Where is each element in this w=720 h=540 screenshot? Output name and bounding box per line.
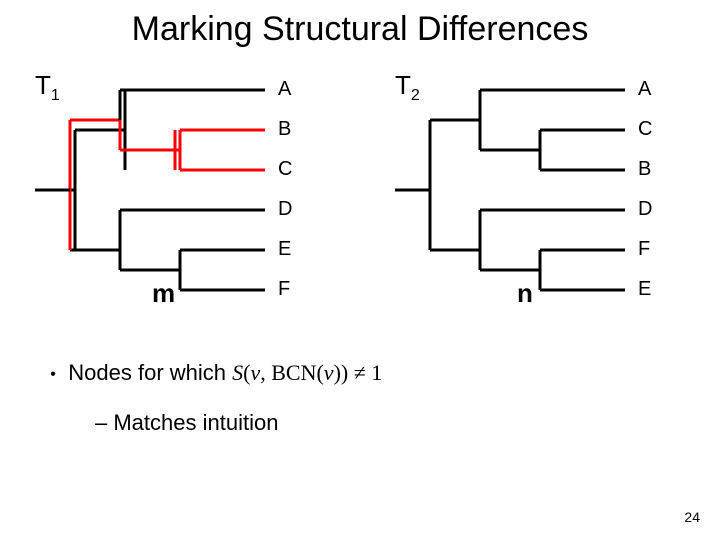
t1-leaf-F: F [278, 278, 290, 301]
t1-leaf-B: B [278, 118, 291, 141]
slide-title: Marking Structural Differences [0, 0, 720, 49]
t1-leaf-A: A [278, 78, 291, 101]
t2-leaf-0: A [638, 78, 651, 101]
t1-leaf-E: E [278, 238, 291, 261]
t1-leaf-D: D [278, 198, 292, 221]
tree2-svg [395, 75, 675, 335]
page-number: 24 [684, 509, 700, 525]
t2-leaf-4: F [638, 238, 650, 261]
t1-leaf-C: C [278, 158, 292, 181]
bullet-nodes-for-which: ● Nodes for which S(v, BCN(v)) ≠ 1 [50, 360, 382, 386]
t1-node-m: m [152, 278, 175, 309]
t2-node-n: n [517, 278, 533, 309]
t2-leaf-2: B [638, 158, 651, 181]
t2-leaf-1: C [638, 118, 652, 141]
subline-matches-intuition: – Matches intuition [95, 410, 278, 436]
t2-leaf-3: D [638, 198, 652, 221]
t2-leaf-5: E [638, 278, 651, 301]
